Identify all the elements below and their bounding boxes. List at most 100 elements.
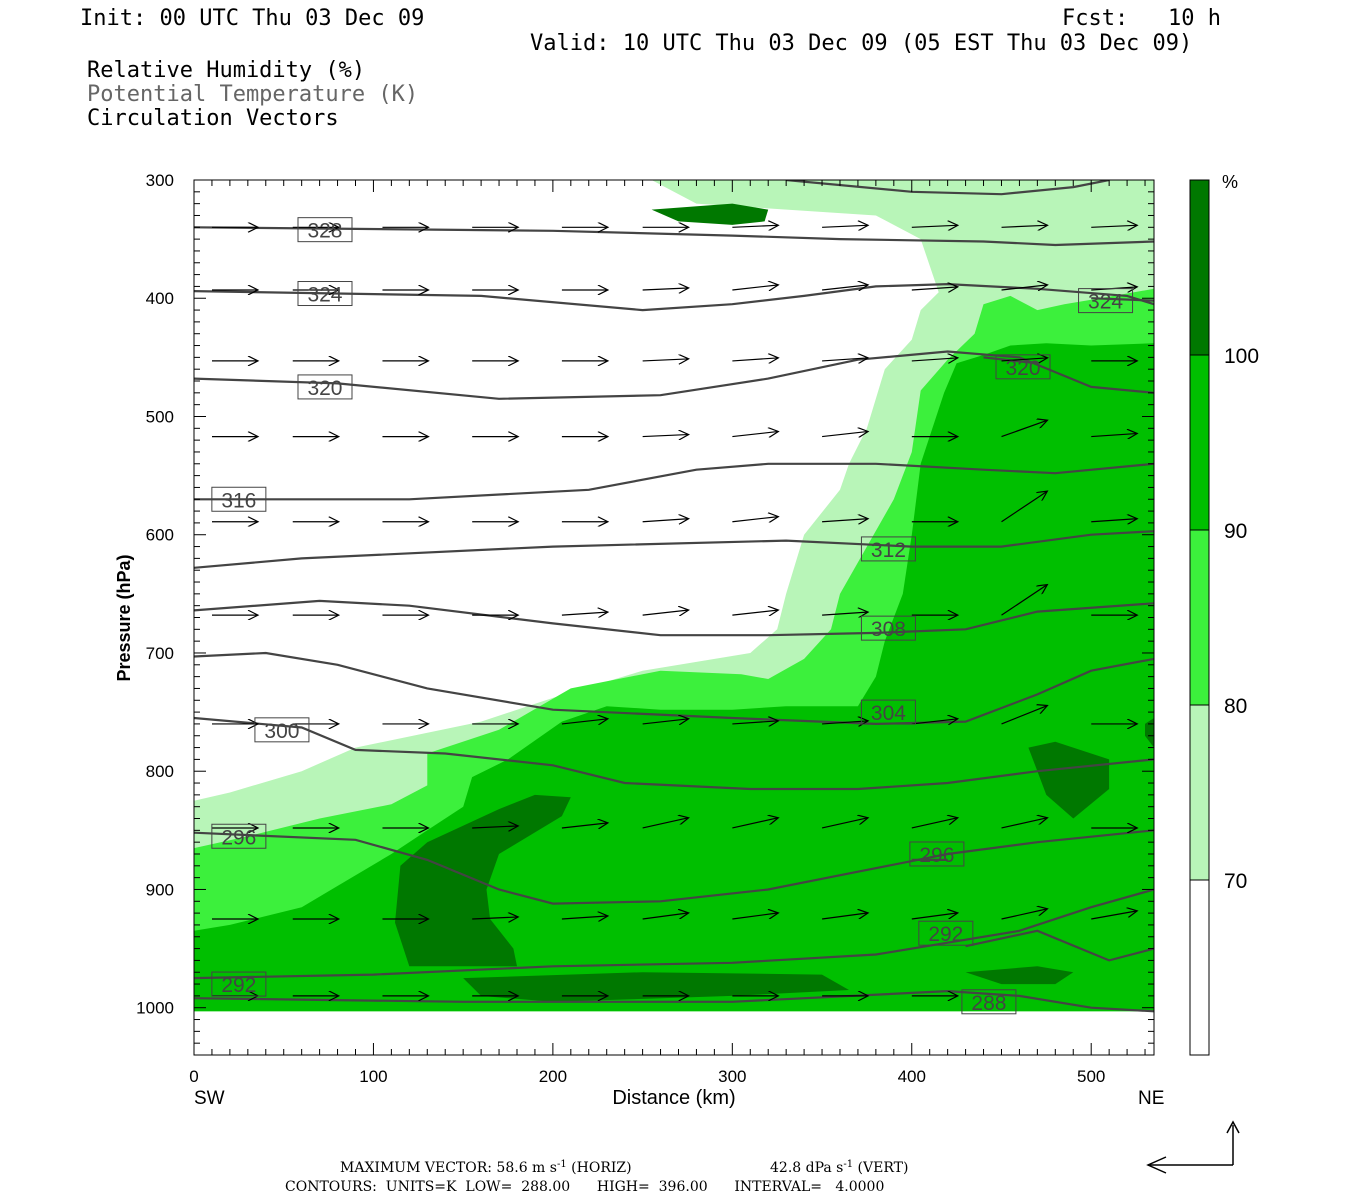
theta-contour	[194, 530, 1154, 569]
circulation-vector	[732, 285, 777, 290]
contour-label: 320	[307, 377, 342, 400]
circulation-vector	[1001, 492, 1047, 523]
contour-label-box	[211, 486, 267, 512]
contour-label: 324	[307, 284, 342, 307]
colorbar: 100 90 80 70	[1189, 179, 1259, 1056]
vector-layer	[212, 225, 1136, 996]
circulation-vector	[732, 358, 777, 361]
contour-label: 324	[1088, 291, 1123, 314]
theta-contour	[965, 929, 1154, 962]
y-tick-label: 500	[146, 407, 174, 426]
y-tick-label: 400	[146, 289, 174, 308]
field-rh-label: Relative Humidity (%)	[87, 58, 366, 83]
axes-layer: 300 400 500 600 700 800 900 1000 0 100 200 300 400 50…	[136, 171, 1154, 1086]
max-vector-vert: 42.8 dPa s-1 (VERT)	[770, 1159, 908, 1177]
theta-contour	[1091, 297, 1154, 302]
theta-contour	[194, 829, 1154, 905]
y-axis-title: Pressure (hPa)	[114, 554, 134, 681]
x-tick-label: 300	[718, 1067, 746, 1086]
sw-label: SW	[194, 1088, 225, 1109]
valid-time: Valid: 10 UTC Thu 03 Dec 09 (05 EST Thu …	[530, 31, 1193, 56]
circulation-vector	[822, 519, 867, 522]
circulation-vector	[732, 432, 777, 437]
circulation-vector	[642, 519, 688, 522]
circulation-vector	[732, 610, 777, 615]
circulation-vector	[561, 612, 607, 615]
colorbar-level-label: 70	[1224, 870, 1247, 893]
theta-contour	[194, 599, 1154, 637]
colorbar-level-label: 80	[1224, 695, 1247, 718]
contour-label-box	[297, 217, 353, 243]
y-tick-label: 300	[146, 171, 174, 190]
circulation-vector	[642, 610, 688, 615]
circulation-vector	[1001, 585, 1047, 616]
circulation-vector	[1001, 421, 1047, 438]
circulation-vector	[1001, 225, 1047, 227]
contour-label-box	[918, 920, 974, 946]
contour-label: 288	[971, 992, 1006, 1015]
rh-fill-100	[1145, 718, 1154, 748]
circulation-vector	[911, 287, 957, 290]
x-tick-label: 500	[1077, 1067, 1105, 1086]
circulation-vector	[561, 916, 607, 919]
rh-fill-100	[1028, 741, 1110, 819]
max-vector-horiz: MAXIMUM VECTOR: 58.6 m s-1 (HORIZ)	[340, 1159, 632, 1177]
theta-contour	[194, 651, 1154, 726]
x-tick-label: 0	[189, 1067, 198, 1086]
circulation-vector	[822, 913, 867, 920]
contour-label-box	[909, 841, 965, 867]
field-theta-label: Potential Temperature (K)	[87, 82, 419, 107]
contour-label-group: 304	[860, 699, 916, 725]
x-tick-label: 200	[539, 1067, 567, 1086]
circulation-vector	[732, 818, 777, 829]
colorbar-segment	[1190, 880, 1209, 1055]
contour-label-group: 296	[211, 823, 267, 849]
circulation-vector	[472, 826, 517, 828]
contour-label-box	[995, 354, 1051, 380]
theta-contour	[194, 888, 1154, 980]
circulation-vector	[732, 721, 777, 724]
circulation-vector	[821, 818, 867, 829]
contour-label-layer: 288 292 292 296 296 300 304 308 312 316 320 320 324 3…	[211, 217, 1134, 1015]
contour-label-group: 320	[995, 354, 1051, 380]
theta-contour	[194, 226, 1154, 247]
contour-label-group: 292	[211, 971, 267, 997]
contour-label: 328	[307, 220, 342, 243]
theta-contour	[194, 716, 1154, 791]
circulation-vector	[911, 913, 957, 920]
contour-label: 292	[928, 923, 963, 946]
y-tick-label: 800	[146, 762, 174, 781]
contour-label: 300	[264, 720, 299, 743]
circulation-vector	[732, 225, 777, 227]
circulation-vector	[732, 517, 777, 522]
rh-fill-100	[965, 966, 1074, 985]
ne-label: NE	[1138, 1088, 1164, 1109]
contour-label-group: 288	[961, 989, 1017, 1015]
contour-label-group: 312	[860, 536, 916, 562]
circulation-vector	[911, 818, 957, 829]
circulation-vector	[642, 913, 688, 920]
contour-label-box	[860, 536, 916, 562]
contour-label-group: 292	[918, 920, 974, 946]
contour-label: 292	[221, 974, 256, 997]
contour-label-box	[860, 615, 916, 641]
field-vectors-label: Circulation Vectors	[87, 106, 339, 131]
contour-label: 296	[221, 826, 256, 849]
circulation-vector	[732, 913, 777, 920]
contour-label-group: 316	[211, 486, 267, 512]
circulation-vector	[822, 358, 867, 361]
circulation-vector	[1091, 911, 1136, 920]
circulation-vector	[1001, 909, 1047, 920]
contour-label-box	[297, 374, 353, 400]
colorbar-frame	[1189, 179, 1210, 1056]
circulation-vector	[642, 818, 688, 829]
contour-label-group: 320	[297, 374, 353, 400]
x-axis-title: Distance (km)	[612, 1087, 735, 1109]
colorbar-level-label: 90	[1224, 520, 1247, 543]
theta-contour	[194, 350, 1154, 400]
colorbar-segment	[1190, 180, 1209, 355]
circulation-vector	[1091, 434, 1136, 437]
circulation-vector	[822, 285, 867, 290]
circulation-vector	[911, 719, 957, 724]
